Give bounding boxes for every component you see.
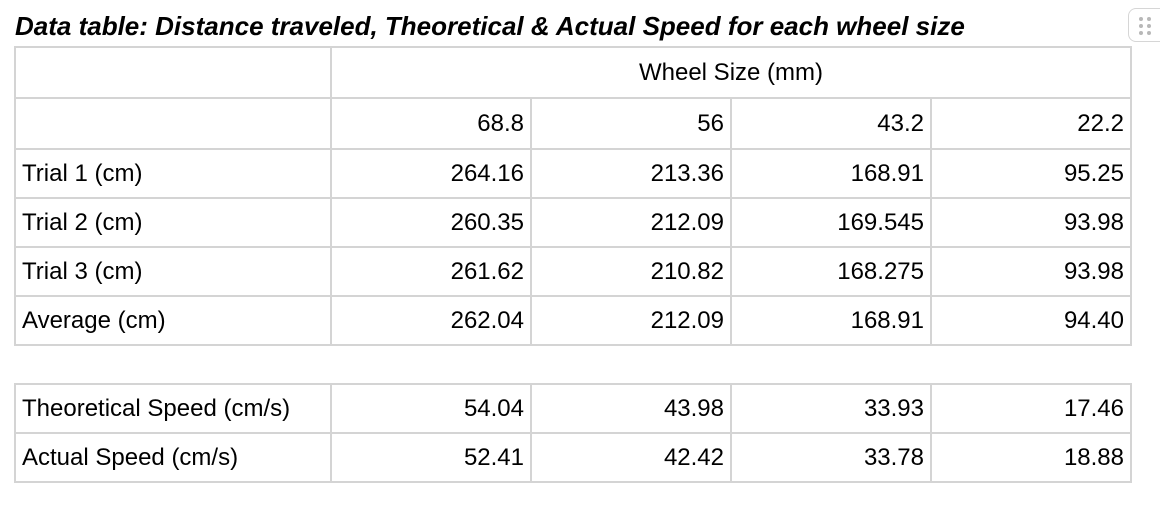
value-cell[interactable]: 94.40 (930, 295, 1132, 346)
value-cell[interactable]: 210.82 (530, 246, 732, 297)
value-cell[interactable]: 169.545 (730, 197, 932, 248)
row-label-cell[interactable]: Average (cm) (14, 295, 332, 346)
value-cell[interactable]: 93.98 (930, 197, 1132, 248)
value-cell[interactable]: 212.09 (530, 197, 732, 248)
value-cell[interactable]: 42.42 (530, 432, 732, 483)
value-cell[interactable]: 261.62 (330, 246, 532, 297)
value-cell[interactable]: 52.41 (330, 432, 532, 483)
drag-dot (1147, 24, 1151, 28)
wheel-size-cell[interactable]: 22.2 (930, 97, 1132, 150)
drag-dot (1147, 17, 1151, 21)
table-row: Trial 3 (cm) 261.62 210.82 168.275 93.98 (14, 246, 1132, 297)
table-row: Trial 2 (cm) 260.35 212.09 169.545 93.98 (14, 197, 1132, 248)
row-label-cell[interactable]: Trial 2 (cm) (14, 197, 332, 248)
distance-table: Wheel Size (mm) 68.8 56 43.2 22.2 Trial … (14, 46, 1132, 346)
value-cell[interactable]: 260.35 (330, 197, 532, 248)
drag-dot (1147, 31, 1151, 35)
row-label-cell[interactable]: Theoretical Speed (cm/s) (14, 383, 332, 434)
wheel-size-cell[interactable]: 43.2 (730, 97, 932, 150)
value-cell[interactable]: 18.88 (930, 432, 1132, 483)
value-cell[interactable]: 168.275 (730, 246, 932, 297)
speed-table: Theoretical Speed (cm/s) 54.04 43.98 33.… (14, 383, 1132, 483)
value-cell[interactable]: 264.16 (330, 148, 532, 199)
value-cell[interactable]: 95.25 (930, 148, 1132, 199)
value-cell[interactable]: 33.78 (730, 432, 932, 483)
value-cell[interactable]: 213.36 (530, 148, 732, 199)
value-cell[interactable]: 262.04 (330, 295, 532, 346)
value-cell[interactable]: 33.93 (730, 383, 932, 434)
table-row: Theoretical Speed (cm/s) 54.04 43.98 33.… (14, 383, 1132, 434)
wheel-size-cell[interactable]: 68.8 (330, 97, 532, 150)
value-cell[interactable]: 43.98 (530, 383, 732, 434)
empty-label-cell[interactable] (14, 97, 332, 150)
table-row: Actual Speed (cm/s) 52.41 42.42 33.78 18… (14, 432, 1132, 483)
value-cell[interactable]: 17.46 (930, 383, 1132, 434)
table-row: Trial 1 (cm) 264.16 213.36 168.91 95.25 (14, 148, 1132, 199)
wheel-size-row: 68.8 56 43.2 22.2 (14, 97, 1132, 150)
drag-dot (1139, 24, 1143, 28)
value-cell[interactable]: 54.04 (330, 383, 532, 434)
row-label-cell[interactable]: Trial 1 (cm) (14, 148, 332, 199)
page-title: Data table: Distance traveled, Theoretic… (15, 11, 965, 41)
table-row: Average (cm) 262.04 212.09 168.91 94.40 (14, 295, 1132, 346)
wheel-size-cell[interactable]: 56 (530, 97, 732, 150)
drag-dot (1139, 31, 1143, 35)
value-cell[interactable]: 212.09 (530, 295, 732, 346)
value-cell[interactable]: 93.98 (930, 246, 1132, 297)
wheel-size-header[interactable]: Wheel Size (mm) (330, 46, 1132, 99)
value-cell[interactable]: 168.91 (730, 148, 932, 199)
value-cell[interactable]: 168.91 (730, 295, 932, 346)
drag-dot (1139, 17, 1143, 21)
row-label-cell[interactable]: Actual Speed (cm/s) (14, 432, 332, 483)
drag-handle-icon[interactable] (1128, 8, 1160, 42)
row-label-cell[interactable]: Trial 3 (cm) (14, 246, 332, 297)
empty-corner-cell[interactable] (14, 46, 332, 99)
table-header-row: Wheel Size (mm) (14, 46, 1132, 99)
